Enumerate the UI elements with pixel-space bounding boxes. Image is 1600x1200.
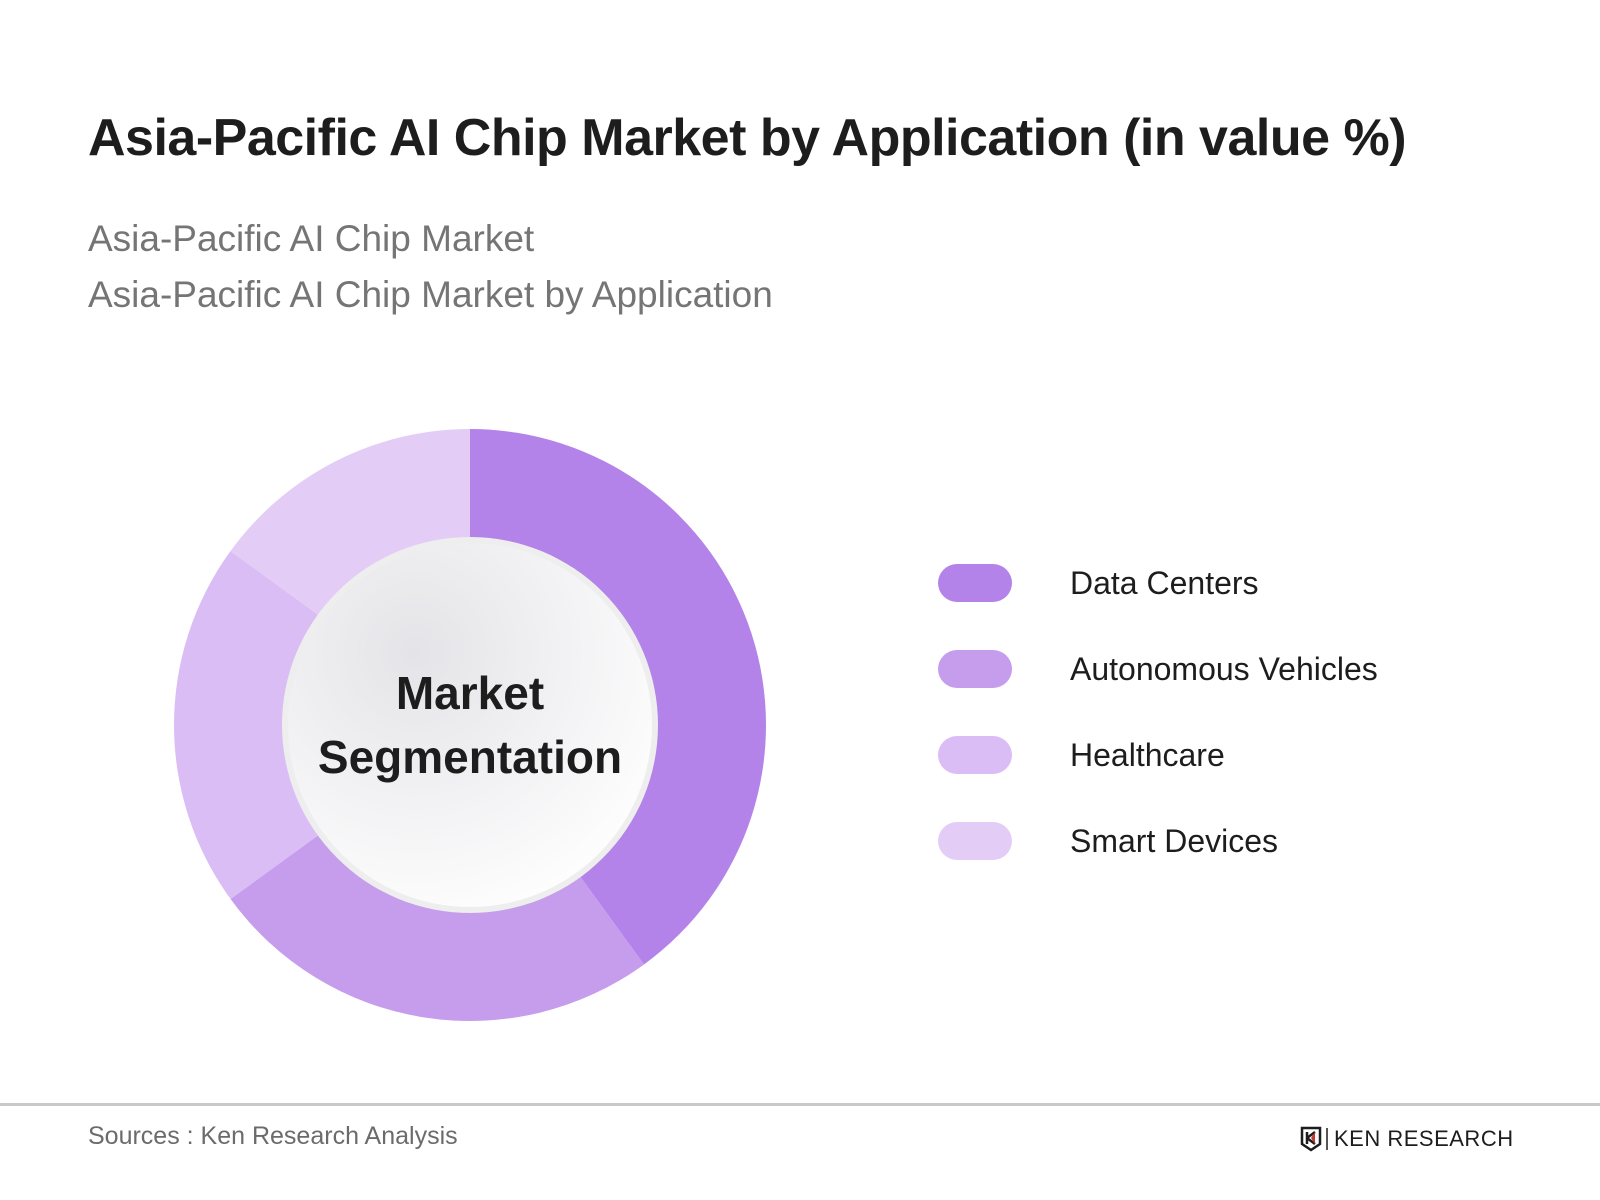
legend-item-healthcare: Healthcare bbox=[938, 712, 1378, 798]
center-label-line2: Segmentation bbox=[317, 731, 623, 783]
legend-swatch bbox=[938, 650, 1012, 688]
subtitle-segment: Asia-Pacific AI Chip Market by Applicati… bbox=[88, 274, 773, 315]
legend-label: Data Centers bbox=[1070, 564, 1259, 601]
subtitle-market: Asia-Pacific AI Chip Market bbox=[88, 218, 535, 259]
source-note: Sources : Ken Research Analysis bbox=[88, 1122, 458, 1150]
legend-swatch bbox=[938, 822, 1012, 860]
legend-item-data-centers: Data Centers bbox=[938, 540, 1378, 626]
legend: Data Centers Autonomous Vehicles Healthc… bbox=[938, 540, 1378, 884]
legend-label: Autonomous Vehicles bbox=[1070, 650, 1378, 687]
logo-separator bbox=[1326, 1128, 1328, 1150]
legend-swatch bbox=[938, 736, 1012, 774]
legend-swatch bbox=[938, 564, 1012, 602]
donut-hole bbox=[288, 543, 652, 907]
chart-title: Asia-Pacific AI Chip Market by Applicati… bbox=[88, 109, 1407, 167]
legend-item-smart-devices: Smart Devices bbox=[938, 798, 1378, 884]
ken-research-logo: KEN RESEARCH bbox=[1300, 1126, 1514, 1152]
footer-divider bbox=[0, 1103, 1600, 1106]
center-label: Market Segmentation bbox=[170, 425, 770, 1025]
logo-text: KEN RESEARCH bbox=[1334, 1126, 1514, 1151]
donut-chart bbox=[170, 425, 770, 1025]
legend-label: Smart Devices bbox=[1070, 822, 1279, 859]
ken-logo-icon bbox=[1300, 1126, 1322, 1152]
center-label-line1: Market bbox=[395, 667, 545, 719]
legend-item-autonomous-vehicles: Autonomous Vehicles bbox=[938, 626, 1378, 712]
legend-label: Healthcare bbox=[1070, 736, 1225, 773]
donut-svg bbox=[174, 429, 766, 1022]
